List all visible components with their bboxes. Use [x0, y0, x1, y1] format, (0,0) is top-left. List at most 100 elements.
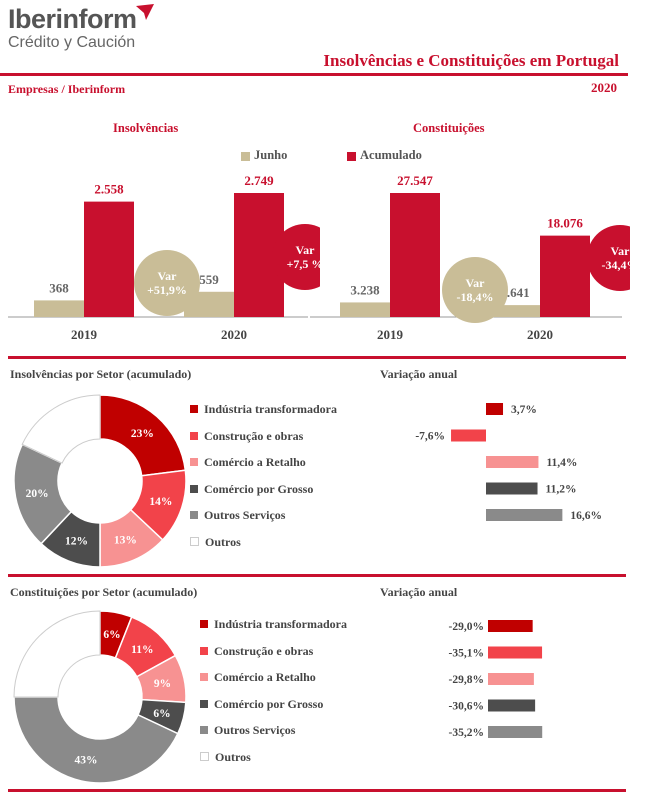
constituicoes-legend-swatch-4	[200, 726, 208, 735]
page-year: 2020	[591, 80, 617, 95]
insolvencias-variacao-bar-1	[451, 429, 486, 442]
insolvencias-variacao-bar-3	[486, 482, 538, 495]
insolvencias-variacao-bar-0	[486, 403, 504, 415]
insolvencias-variacao-bar-2	[486, 456, 539, 468]
insolvencias-legend-swatch-1	[190, 431, 198, 440]
insolvencias-donut-slice-5	[21, 394, 101, 464]
insolvencias-donut-slice-0	[99, 394, 187, 477]
constituicoes-legend-label-1: Construção e obras	[214, 643, 314, 658]
constituicoes-bar-acumulado-2020	[540, 235, 590, 317]
insolvencias-variacao-title: Variação anual	[380, 367, 458, 381]
insolvencias-legend-label-1: Construção e obras	[204, 428, 304, 443]
constituicoes-variacao-label-3: -30,6%	[449, 701, 484, 713]
constituicoes-legend-swatch-2	[200, 673, 208, 682]
constituicoes-label-acumulado-2020: 18.076	[547, 216, 583, 231]
insolvencias-legend-swatch-3	[190, 484, 198, 493]
constituicoes-variacao-title: Variação anual	[380, 585, 458, 599]
constituicoes-donut-slice-5	[13, 610, 101, 698]
constituicoes-legend-label-4: Outros Serviços	[214, 723, 296, 737]
insolvencias-donut-slice-label-4: 20%	[26, 488, 49, 500]
constituicoes-bar-acumulado-2019	[390, 193, 440, 317]
constituicoes-legend-swatch-0	[200, 620, 208, 629]
insolvencias-legend-row-4: Outros Serviços	[190, 506, 285, 522]
constituicoes-donut-slice-label-0: 6%	[103, 629, 120, 641]
insolvencias-variacao-bar-4	[486, 509, 563, 521]
insolvencias-variacao-label-3: 11,2%	[546, 484, 577, 496]
constituicoes-legend-row-2: Comércio a Retalho	[200, 668, 316, 684]
constituicoes-sector-legend: Indústria transformadora Construção e obr…	[200, 615, 390, 775]
section-divider-2	[8, 574, 626, 577]
constituicoes-var-bubble-acumulado	[587, 225, 630, 291]
constituicoes-variacao-bar-3	[488, 699, 536, 712]
constituicoes-legend-row-0: Indústria transformadora	[200, 615, 347, 631]
constituicoes-label-junho-2019: 3.238	[350, 282, 380, 297]
page-subtitle: Empresas / Iberinform	[8, 82, 126, 96]
insolvencias-legend-label-0: Indústria transformadora	[204, 402, 338, 416]
legend-junho-swatch	[241, 152, 250, 161]
insolvencias-legend-row-5: Outros	[190, 533, 241, 549]
constituicoes-variacao-bar-2	[488, 673, 534, 685]
constituicoes-category-2020: 2020	[527, 327, 553, 342]
insolvencias-variacao-label-0: 3,7%	[511, 404, 537, 416]
insolvencias-variacao-chart: 3,7% -7,6% 11,4% 11,2% 16,6%	[415, 403, 602, 522]
insolvencias-label-junho-2020: 559	[199, 272, 219, 287]
insolvencias-donut-slice-label-2: 13%	[114, 535, 137, 547]
logo-subtitle: Crédito y Caución	[8, 34, 136, 51]
insolvencias-category-2020: 2020	[221, 327, 247, 342]
constituicoes-legend-label-5: Outros	[215, 749, 251, 764]
insolvencias-legend-row-3: Comércio por Grosso	[190, 480, 313, 496]
constituicoes-donut-slice-label-3: 6%	[153, 708, 170, 720]
constituicoes-var-bubble-junho	[442, 257, 508, 323]
constituicoes-donut-slice-4	[13, 696, 179, 784]
insolvencias-legend-swatch-2	[190, 458, 198, 467]
insolvencias-var-bubble-acumulado	[272, 224, 320, 290]
constituicoes-var-text-acumulado-0: Var	[611, 244, 630, 258]
insolvencias-legend-label-3: Comércio por Grosso	[204, 481, 314, 496]
constituicoes-legend-swatch-1	[200, 646, 208, 655]
constituicoes-legend-row-1: Construção e obras	[200, 642, 313, 658]
constituicoes-bar-junho-2020	[490, 305, 540, 317]
insolvencias-chart-title: Insolvências	[113, 121, 179, 135]
legend-junho-label: Junho	[254, 148, 288, 162]
insolvencias-legend-label-5: Outros	[205, 534, 241, 549]
constituicoes-donut-slice-label-1: 11%	[131, 644, 153, 656]
constituicoes-label-acumulado-2019: 27.547	[397, 173, 433, 188]
constituicoes-category-2019: 2019	[377, 327, 404, 342]
insolvencias-donut-slice-label-1: 14%	[149, 496, 172, 508]
insolvencias-setor-title: Insolvências por Setor (acumulado)	[10, 367, 192, 381]
constituicoes-legend-row-4: Outros Serviços	[200, 721, 295, 737]
constituicoes-legend-label-3: Comércio por Grosso	[214, 696, 324, 711]
insolvencias-variacao-label-1: -7,6%	[415, 431, 445, 443]
constituicoes-var-text-junho-1: -18,4%	[457, 290, 494, 304]
constituicoes-variacao-label-0: -29,0%	[449, 621, 484, 633]
constituicoes-bar-junho-2019	[340, 302, 390, 317]
constituicoes-donut-slice-label-4: 43%	[75, 754, 98, 766]
section-divider-1	[8, 356, 626, 359]
insolvencias-var-bubble-junho	[134, 250, 200, 316]
constituicoes-variacao-label-2: -29,8%	[449, 674, 484, 686]
insolvencias-variacao-label-2: 11,4%	[546, 457, 577, 469]
constituicoes-legend-swatch-3	[200, 699, 208, 708]
constituicoes-legend-label-2: Comércio a Retalho	[214, 670, 316, 684]
constituicoes-variacao-label-4: -35,2%	[449, 727, 484, 739]
insolvencias-label-acumulado-2020: 2.749	[244, 173, 274, 188]
insolvencias-var-text-junho-0: Var	[158, 269, 178, 283]
insolvencias-var-text-junho-1: +51,9%	[147, 283, 187, 297]
constituicoes-variacao-chart: -29,0% -35,1% -29,8% -30,6% -35,2%	[449, 620, 543, 739]
insolvencias-donut-slice-label-3: 12%	[65, 536, 88, 548]
insolvencias-sector-legend: Indústria transformadora Construção e obr…	[190, 400, 380, 560]
insolvencias-legend-row-0: Indústria transformadora	[190, 400, 337, 416]
constituicoes-legend-row-5: Outros	[200, 748, 251, 764]
logo: Iberinform	[8, 4, 137, 34]
insolvencias-legend-row-2: Comércio a Retalho	[190, 453, 306, 469]
constituicoes-variacao-label-1: -35,1%	[449, 648, 484, 660]
constituicoes-bar-chart: 3.23827.54720192.64118.0762020Var-18,4%V…	[310, 173, 631, 342]
insolvencias-legend-swatch-5	[190, 537, 199, 547]
insolvencias-bar-chart: 3682.55820195592.7492020Var+51,9%Var+7,5…	[8, 173, 320, 342]
constituicoes-var-text-junho-0: Var	[466, 276, 486, 290]
footer-divider	[8, 789, 626, 792]
constituicoes-var-text-acumulado-1: -34,4%	[602, 258, 631, 272]
constituicoes-variacao-bar-0	[488, 620, 533, 632]
insolvencias-var-text-acumulado-1: +7,5 %	[287, 257, 320, 271]
insolvencias-label-acumulado-2019: 2.558	[94, 182, 124, 197]
